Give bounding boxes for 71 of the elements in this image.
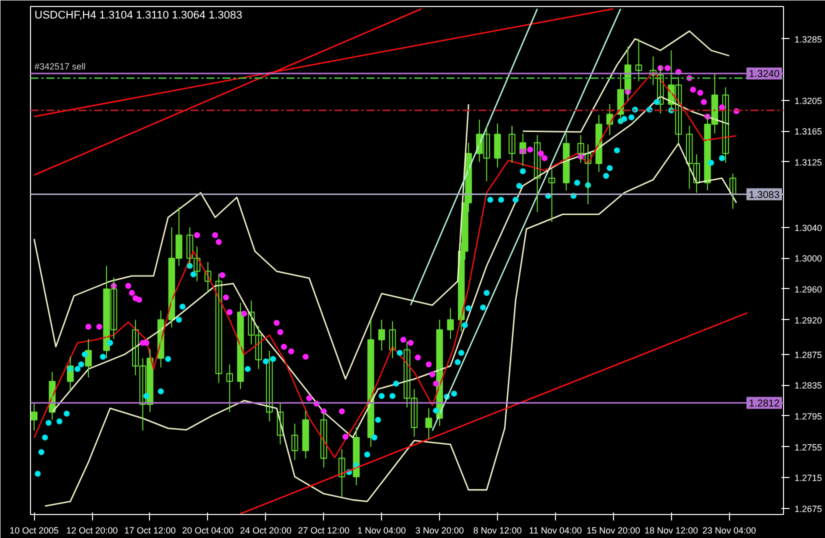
point — [194, 232, 200, 238]
point — [527, 146, 534, 153]
point — [538, 150, 544, 157]
point — [277, 329, 284, 336]
point — [128, 290, 135, 296]
point — [219, 272, 226, 278]
x-tick-label: 11 Nov 04:00 — [528, 526, 582, 536]
line-series — [33, 104, 470, 380]
y-tick-label: 1.2875 — [794, 350, 822, 360]
point — [542, 155, 548, 162]
point — [96, 324, 102, 330]
point — [241, 310, 248, 317]
y-tick-label: 1.3165 — [794, 126, 822, 137]
point — [408, 340, 414, 346]
x-tick-label: 24 Oct 20:00 — [240, 526, 292, 536]
annotation: #342517 sell — [34, 61, 86, 72]
point — [125, 282, 132, 289]
point — [302, 354, 309, 360]
point — [414, 354, 421, 360]
point — [306, 395, 312, 402]
ref-line-label: 1.2812 — [748, 398, 780, 410]
point — [690, 86, 696, 93]
x-tick-label: 17 Oct 12:00 — [124, 526, 176, 536]
ref-line-label: 1.3240 — [748, 68, 780, 80]
chart-title: USDCHF,H4 1.3104 1.3110 1.3064 1.3083 — [34, 10, 242, 22]
y-tick-label: 1.2795 — [794, 411, 822, 422]
point — [700, 98, 707, 105]
y-tick-label: 1.2675 — [794, 504, 822, 514]
point — [400, 336, 406, 343]
x-tick-label: 20 Oct 04:00 — [182, 526, 234, 536]
y-tick-label: 1.2920 — [794, 315, 822, 326]
point — [288, 348, 294, 354]
x-tick-label: 12 Oct 20:00 — [66, 526, 118, 536]
point — [342, 434, 348, 440]
point — [664, 65, 671, 72]
y-tick-label: 1.3000 — [794, 254, 822, 264]
candlestick — [226, 364, 234, 413]
y-tick-label: 1.3040 — [794, 222, 822, 233]
point — [274, 320, 280, 326]
point — [426, 361, 432, 368]
point — [216, 239, 222, 246]
y-tick-label: 1.3205 — [794, 96, 822, 106]
x-tick-label: 15 Nov 20:00 — [586, 526, 640, 536]
point — [85, 324, 92, 330]
point — [697, 90, 704, 96]
point — [429, 371, 436, 378]
x-tick-label: 27 Oct 12:00 — [298, 526, 350, 536]
line-series — [522, 30, 730, 133]
x-tick-label: 18 Nov 12:00 — [644, 526, 698, 536]
y-tick-label: 1.2960 — [794, 284, 822, 294]
x-tick-label: 3 Nov 20:00 — [415, 526, 464, 536]
y-tick-label: 1.2835 — [794, 380, 822, 391]
point — [338, 408, 345, 414]
line-series — [44, 142, 738, 507]
x-tick-label: 23 Nov 04:00 — [702, 526, 756, 536]
x-tick-label: 1 Nov 04:00 — [357, 526, 406, 536]
point — [212, 232, 218, 238]
point — [222, 294, 229, 300]
y-tick-label: 1.3285 — [794, 34, 822, 44]
point — [136, 296, 142, 303]
point — [226, 309, 233, 316]
point — [280, 344, 287, 350]
y-tick-label: 1.2715 — [794, 473, 822, 484]
y-tick-label: 1.3125 — [794, 157, 822, 168]
point — [432, 380, 439, 387]
x-tick-label: 8 Nov 12:00 — [473, 526, 522, 536]
ref-line-label: 1.3083 — [748, 190, 780, 201]
y-tick-label: 1.2755 — [794, 442, 822, 452]
x-tick-label: 10 Oct 2005 — [10, 526, 59, 536]
point — [718, 104, 725, 110]
candlestick — [30, 402, 38, 432]
